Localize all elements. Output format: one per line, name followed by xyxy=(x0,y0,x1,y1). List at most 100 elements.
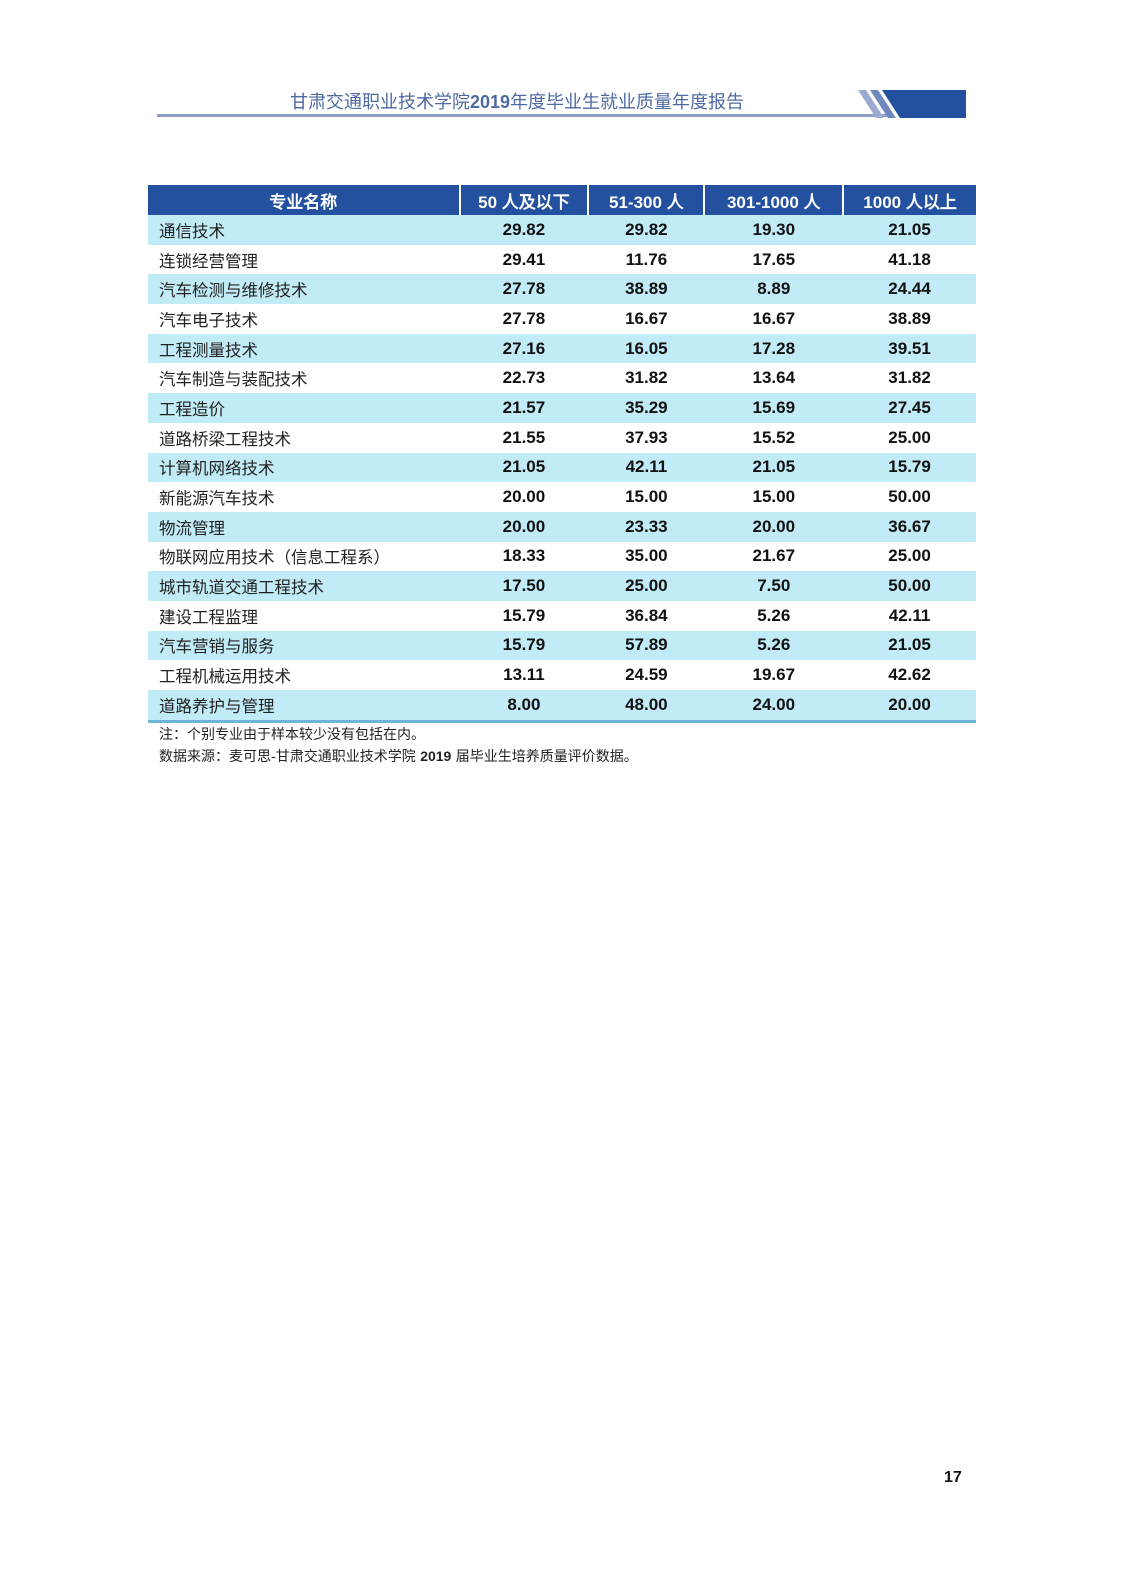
value-cell: 8.89 xyxy=(704,274,844,305)
value-cell: 22.73 xyxy=(502,368,546,388)
value-cell: 41.18 xyxy=(888,249,931,269)
table-row: 物联网应用技术（信息工程系） 18.33 35.00 21.67 25.00 xyxy=(148,542,976,572)
value-cell: 29.41 xyxy=(502,249,546,269)
value-cell: 25.00 xyxy=(888,546,931,566)
value-cell: 15.00 xyxy=(752,487,796,507)
value-cell: 25.00 xyxy=(888,427,931,447)
table-header-row: 专业名称 50 人及以下 51-300 人 301-1000 人 1000 人以上 xyxy=(148,185,976,215)
value-cell: 27.78 xyxy=(502,308,546,328)
report-header-title: 甘肃交通职业技术学院2019年度毕业生就业质量年度报告 xyxy=(157,88,877,114)
table-row: 道路养护与管理 8.00 48.00 24.00 20.00 xyxy=(148,690,976,723)
value-cell: 5.26 xyxy=(704,630,844,661)
value-cell: 21.05 xyxy=(843,215,976,245)
table-row: 汽车检测与维修技术 27.78 38.89 8.89 24.44 xyxy=(148,274,976,305)
value-cell: 19.67 xyxy=(752,665,796,685)
table-row: 城市轨道交通工程技术 17.50 25.00 7.50 50.00 xyxy=(148,571,976,601)
value-cell: 42.62 xyxy=(888,665,931,685)
major-name-cell: 连锁经营管理 xyxy=(159,251,258,271)
page-number: 17 xyxy=(944,1469,962,1486)
table-row: 道路桥梁工程技术 21.55 37.93 15.52 25.00 xyxy=(148,423,976,453)
value-cell: 36.67 xyxy=(843,511,976,542)
value-cell: 27.16 xyxy=(459,333,589,364)
note-text: 注：个别专业由于样本较少没有包括在内。 xyxy=(159,727,425,743)
major-name-cell: 工程机械运用技术 xyxy=(159,667,291,687)
table-row: 汽车电子技术 27.78 16.67 16.67 38.89 xyxy=(148,304,976,334)
value-cell: 8.00 xyxy=(459,690,589,723)
value-cell: 35.00 xyxy=(625,546,668,566)
value-cell: 21.05 xyxy=(704,452,844,483)
column-header: 50 人及以下 xyxy=(458,185,589,215)
major-name-cell: 工程测量技术 xyxy=(148,333,460,364)
value-cell: 27.78 xyxy=(459,274,589,305)
value-cell: 57.89 xyxy=(588,630,705,661)
value-cell: 23.33 xyxy=(588,511,705,542)
value-cell: 13.11 xyxy=(503,665,545,685)
column-header: 301-1000 人 xyxy=(703,185,844,215)
table-row: 通信技术 29.82 29.82 19.30 21.05 xyxy=(148,215,976,245)
value-cell: 16.67 xyxy=(752,308,796,328)
value-cell: 21.55 xyxy=(502,427,546,447)
value-cell: 20.00 xyxy=(704,511,844,542)
value-cell: 24.44 xyxy=(843,274,976,305)
source-text: 数据来源：麦可思-甘肃交通职业技术学院 2019 届毕业生培养质量评价数据。 xyxy=(159,746,638,768)
major-name-cell: 城市轨道交通工程技术 xyxy=(148,571,460,601)
header-stripes-decoration xyxy=(858,90,966,118)
salary-by-employer-size-table: 专业名称 50 人及以下 51-300 人 301-1000 人 1000 人以上 通信… xyxy=(148,185,976,723)
major-name-cell: 汽车检测与维修技术 xyxy=(148,274,460,305)
value-cell: 29.82 xyxy=(459,215,589,245)
major-name-cell: 通信技术 xyxy=(148,215,460,245)
value-cell: 31.82 xyxy=(625,368,668,388)
header-title-text: 甘肃交通职业技术学院 xyxy=(289,92,470,113)
value-cell: 15.52 xyxy=(752,427,796,447)
value-cell: 7.50 xyxy=(704,571,844,601)
source-year: 2019 xyxy=(420,748,452,764)
header-title-text-2: 年度毕业生就业质量年度报告 xyxy=(510,92,745,113)
value-cell: 37.93 xyxy=(625,427,668,447)
value-cell: 36.84 xyxy=(625,605,668,625)
table-row: 工程机械运用技术 13.11 24.59 19.67 42.62 xyxy=(148,660,976,690)
source-pre: 数据来源：麦可思-甘肃交通职业技术学院 xyxy=(159,749,421,765)
value-cell: 21.05 xyxy=(459,452,589,483)
header-title-year: 2019 xyxy=(469,92,511,112)
major-name-cell: 新能源汽车技术 xyxy=(159,489,275,509)
table-notes: 注：个别专业由于样本较少没有包括在内。 数据来源：麦可思-甘肃交通职业技术学院 … xyxy=(159,725,638,768)
major-name-cell: 道路养护与管理 xyxy=(148,690,460,723)
value-cell: 48.00 xyxy=(588,690,705,723)
value-cell: 19.30 xyxy=(704,215,844,245)
value-cell: 42.11 xyxy=(888,605,931,625)
table-row: 连锁经营管理 29.41 11.76 17.65 41.18 xyxy=(148,245,976,275)
table-row: 工程造价 21.57 35.29 15.69 27.45 xyxy=(148,393,976,423)
table-row: 物流管理 20.00 23.33 20.00 36.67 xyxy=(148,511,976,542)
column-header: 专业名称 xyxy=(148,185,460,215)
value-cell: 35.29 xyxy=(588,393,705,423)
major-name-cell: 物联网应用技术（信息工程系） xyxy=(159,548,390,568)
value-cell: 15.79 xyxy=(459,630,589,661)
major-name-cell: 汽车制造与装配技术 xyxy=(159,370,308,390)
value-cell: 18.33 xyxy=(502,546,546,566)
value-cell: 11.76 xyxy=(625,249,668,269)
value-cell: 21.57 xyxy=(459,393,589,423)
major-name-cell: 道路桥梁工程技术 xyxy=(159,429,291,449)
table-row: 汽车营销与服务 15.79 57.89 5.26 21.05 xyxy=(148,630,976,661)
header-rule xyxy=(157,114,887,117)
value-cell: 24.59 xyxy=(625,665,668,685)
value-cell: 31.82 xyxy=(888,368,931,388)
source-post: 届毕业生培养质量评价数据。 xyxy=(451,749,638,765)
value-cell: 16.67 xyxy=(625,308,668,328)
value-cell: 27.45 xyxy=(843,393,976,423)
value-cell: 5.26 xyxy=(757,605,791,625)
major-name-cell: 汽车营销与服务 xyxy=(148,630,460,661)
value-cell: 38.89 xyxy=(888,308,931,328)
table-row: 工程测量技术 27.16 16.05 17.28 39.51 xyxy=(148,333,976,364)
value-cell: 15.00 xyxy=(625,487,668,507)
value-cell: 17.65 xyxy=(752,249,796,269)
value-cell: 17.28 xyxy=(704,333,844,364)
value-cell: 42.11 xyxy=(588,452,705,483)
major-name-cell: 工程造价 xyxy=(148,393,460,423)
value-cell: 15.79 xyxy=(843,452,976,483)
value-cell: 21.67 xyxy=(752,546,796,566)
value-cell: 24.00 xyxy=(704,690,844,723)
value-cell: 15.69 xyxy=(704,393,844,423)
table-row: 建设工程监理 15.79 36.84 5.26 42.11 xyxy=(148,601,976,631)
value-cell: 38.89 xyxy=(588,274,705,305)
